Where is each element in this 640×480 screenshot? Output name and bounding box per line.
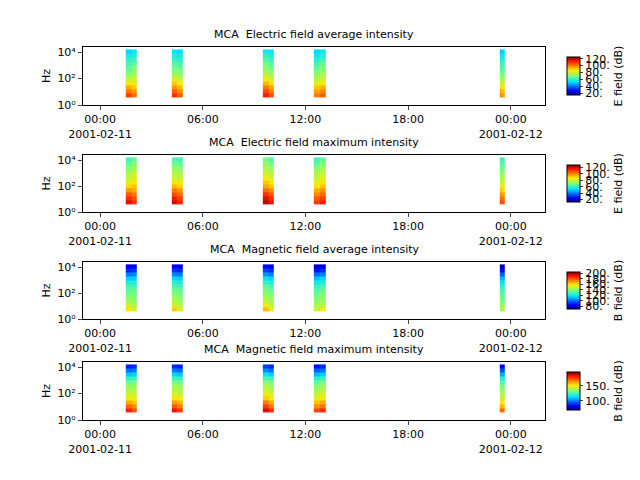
svg-text:140.: 140. bbox=[585, 284, 610, 297]
svg-text:100.: 100. bbox=[585, 395, 610, 408]
svg-text:40.: 40. bbox=[585, 187, 603, 200]
svg-text:B field (dB): B field (dB) bbox=[612, 260, 625, 321]
svg-text:00:002001-02-12: 00:002001-02-12 bbox=[479, 113, 543, 140]
svg-text:06:00: 06:00 bbox=[187, 327, 219, 340]
svg-text:B field (dB): B field (dB) bbox=[612, 360, 625, 421]
svg-text:120.: 120. bbox=[585, 289, 610, 302]
svg-text:10²: 10² bbox=[57, 287, 75, 300]
svg-text:160.: 160. bbox=[585, 278, 610, 291]
svg-text:06:00: 06:00 bbox=[187, 428, 219, 441]
svg-text:18:00: 18:00 bbox=[392, 220, 424, 233]
svg-text:40.: 40. bbox=[585, 80, 603, 93]
svg-text:MCA Magnetic field maximum in: MCA Magnetic field maximum intensity bbox=[204, 343, 424, 356]
svg-text:10²: 10² bbox=[57, 72, 75, 85]
svg-text:10²: 10² bbox=[57, 180, 75, 193]
svg-text:20.: 20. bbox=[585, 87, 603, 100]
svg-text:18:00: 18:00 bbox=[392, 113, 424, 126]
svg-text:06:00: 06:00 bbox=[187, 220, 219, 233]
svg-text:180.: 180. bbox=[585, 273, 610, 286]
svg-text:18:00: 18:00 bbox=[392, 327, 424, 340]
svg-text:00:002001-02-11: 00:002001-02-11 bbox=[68, 327, 132, 354]
svg-text:Hz: Hz bbox=[40, 384, 53, 398]
svg-text:150.: 150. bbox=[585, 380, 610, 393]
svg-text:MCA Electric field average in: MCA Electric field average intensity bbox=[214, 28, 414, 41]
svg-text:MCA Electric field maximum in: MCA Electric field maximum intensity bbox=[209, 136, 419, 149]
svg-text:10⁰: 10⁰ bbox=[57, 206, 76, 219]
svg-text:100.: 100. bbox=[585, 295, 610, 308]
svg-text:00:002001-02-12: 00:002001-02-12 bbox=[479, 327, 543, 354]
svg-text:E field (dB): E field (dB) bbox=[612, 46, 625, 107]
svg-text:00:002001-02-11: 00:002001-02-11 bbox=[68, 113, 132, 140]
svg-text:12:00: 12:00 bbox=[290, 220, 322, 233]
svg-text:MCA Magnetic field average in: MCA Magnetic field average intensity bbox=[210, 243, 419, 256]
svg-text:120.: 120. bbox=[585, 53, 610, 66]
svg-text:60.: 60. bbox=[585, 181, 603, 194]
svg-text:10⁰: 10⁰ bbox=[57, 313, 76, 326]
svg-text:120.: 120. bbox=[585, 161, 610, 174]
svg-text:E field (dB): E field (dB) bbox=[612, 153, 625, 214]
svg-text:20.: 20. bbox=[585, 193, 603, 206]
svg-text:80.: 80. bbox=[585, 174, 603, 187]
svg-text:100.: 100. bbox=[585, 59, 610, 72]
svg-text:10⁰: 10⁰ bbox=[57, 99, 76, 112]
svg-text:18:00: 18:00 bbox=[392, 428, 424, 441]
svg-text:200.: 200. bbox=[585, 267, 610, 280]
svg-text:Hz: Hz bbox=[40, 283, 53, 297]
svg-text:12:00: 12:00 bbox=[290, 428, 322, 441]
svg-text:10⁴: 10⁴ bbox=[57, 261, 76, 274]
svg-text:00:002001-02-12: 00:002001-02-12 bbox=[479, 428, 543, 455]
svg-text:60.: 60. bbox=[585, 73, 603, 86]
svg-text:10⁴: 10⁴ bbox=[57, 361, 76, 374]
svg-text:06:00: 06:00 bbox=[187, 113, 219, 126]
svg-text:10²: 10² bbox=[57, 387, 75, 400]
svg-text:00:002001-02-11: 00:002001-02-11 bbox=[68, 428, 132, 455]
svg-text:100.: 100. bbox=[585, 168, 610, 181]
svg-text:80.: 80. bbox=[585, 300, 603, 313]
svg-text:Hz: Hz bbox=[40, 176, 53, 190]
svg-text:10⁴: 10⁴ bbox=[57, 46, 76, 59]
svg-text:Hz: Hz bbox=[40, 69, 53, 83]
svg-text:12:00: 12:00 bbox=[290, 327, 322, 340]
svg-text:00:002001-02-11: 00:002001-02-11 bbox=[68, 220, 132, 247]
svg-text:00:002001-02-12: 00:002001-02-12 bbox=[479, 220, 543, 247]
svg-text:80.: 80. bbox=[585, 66, 603, 79]
svg-text:10⁰: 10⁰ bbox=[57, 414, 76, 427]
svg-text:10⁴: 10⁴ bbox=[57, 154, 76, 167]
svg-text:12:00: 12:00 bbox=[290, 113, 322, 126]
